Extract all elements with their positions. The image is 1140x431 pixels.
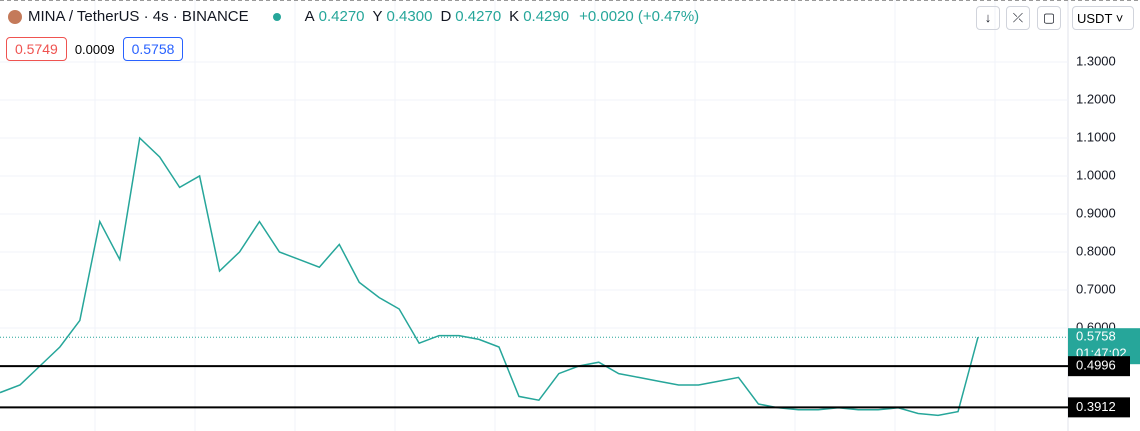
ohlc-value: 0.4270 [318, 8, 365, 25]
symbol-icon [8, 9, 22, 24]
bid[interactable]: 0.5749 [6, 37, 67, 61]
ohlc-value: 0.4270 [455, 8, 502, 25]
price-line [0, 136, 979, 417]
currency-select[interactable]: USDT ˅ [1072, 6, 1134, 30]
ask[interactable]: 0.5758 [122, 37, 184, 61]
change: +0.0020 (+0.47%) [579, 8, 700, 25]
ohlc-key: K [509, 8, 520, 25]
currency: USDT [1077, 11, 1113, 26]
y-tick-label: 1.0000 [1076, 167, 1116, 182]
ohlc-value: 0.4300 [386, 8, 433, 25]
down-button[interactable]: ↓ [976, 6, 1000, 30]
ohlc-key: D [440, 8, 452, 25]
y-tick-label: 1.3000 [1076, 53, 1116, 68]
hline-label: 0.3912 [1076, 399, 1116, 414]
legend-header: MINA / TetherUS · 4s · BINANCE A 0.4270 Y 0… [8, 8, 699, 25]
hline-label: 0.4996 [1076, 358, 1116, 373]
collapse-button[interactable]: ⤫ [1006, 6, 1030, 30]
hline-box [1068, 356, 1130, 377]
spread: 0.0009 [74, 41, 115, 57]
last-price-label: 0.5758 [1076, 329, 1116, 344]
status-dot [272, 12, 281, 21]
y-tick-label: 0.9000 [1076, 205, 1116, 220]
y-tick-label: 1.1000 [1076, 129, 1116, 144]
symbol: MINA / TetherUS · 4s · BINANCE [28, 8, 249, 25]
ohlc-value: 0.4290 [523, 8, 570, 25]
y-tick-label: 1.2000 [1076, 91, 1116, 106]
hline-box [1068, 397, 1130, 418]
y-tick-label: 0.7000 [1076, 281, 1116, 296]
ohlc: A 0.4270 Y 0.4300 D 0.4270 K 0.4290 [305, 8, 573, 25]
ohlc-key: Y [372, 8, 383, 25]
screen-button[interactable]: ▢ [1037, 6, 1061, 30]
ohlc-key: A [304, 8, 315, 25]
price-boxes: 0.5749 0.0009 0.5758 [6, 37, 184, 61]
y-tick-label: 0.8000 [1076, 243, 1116, 258]
